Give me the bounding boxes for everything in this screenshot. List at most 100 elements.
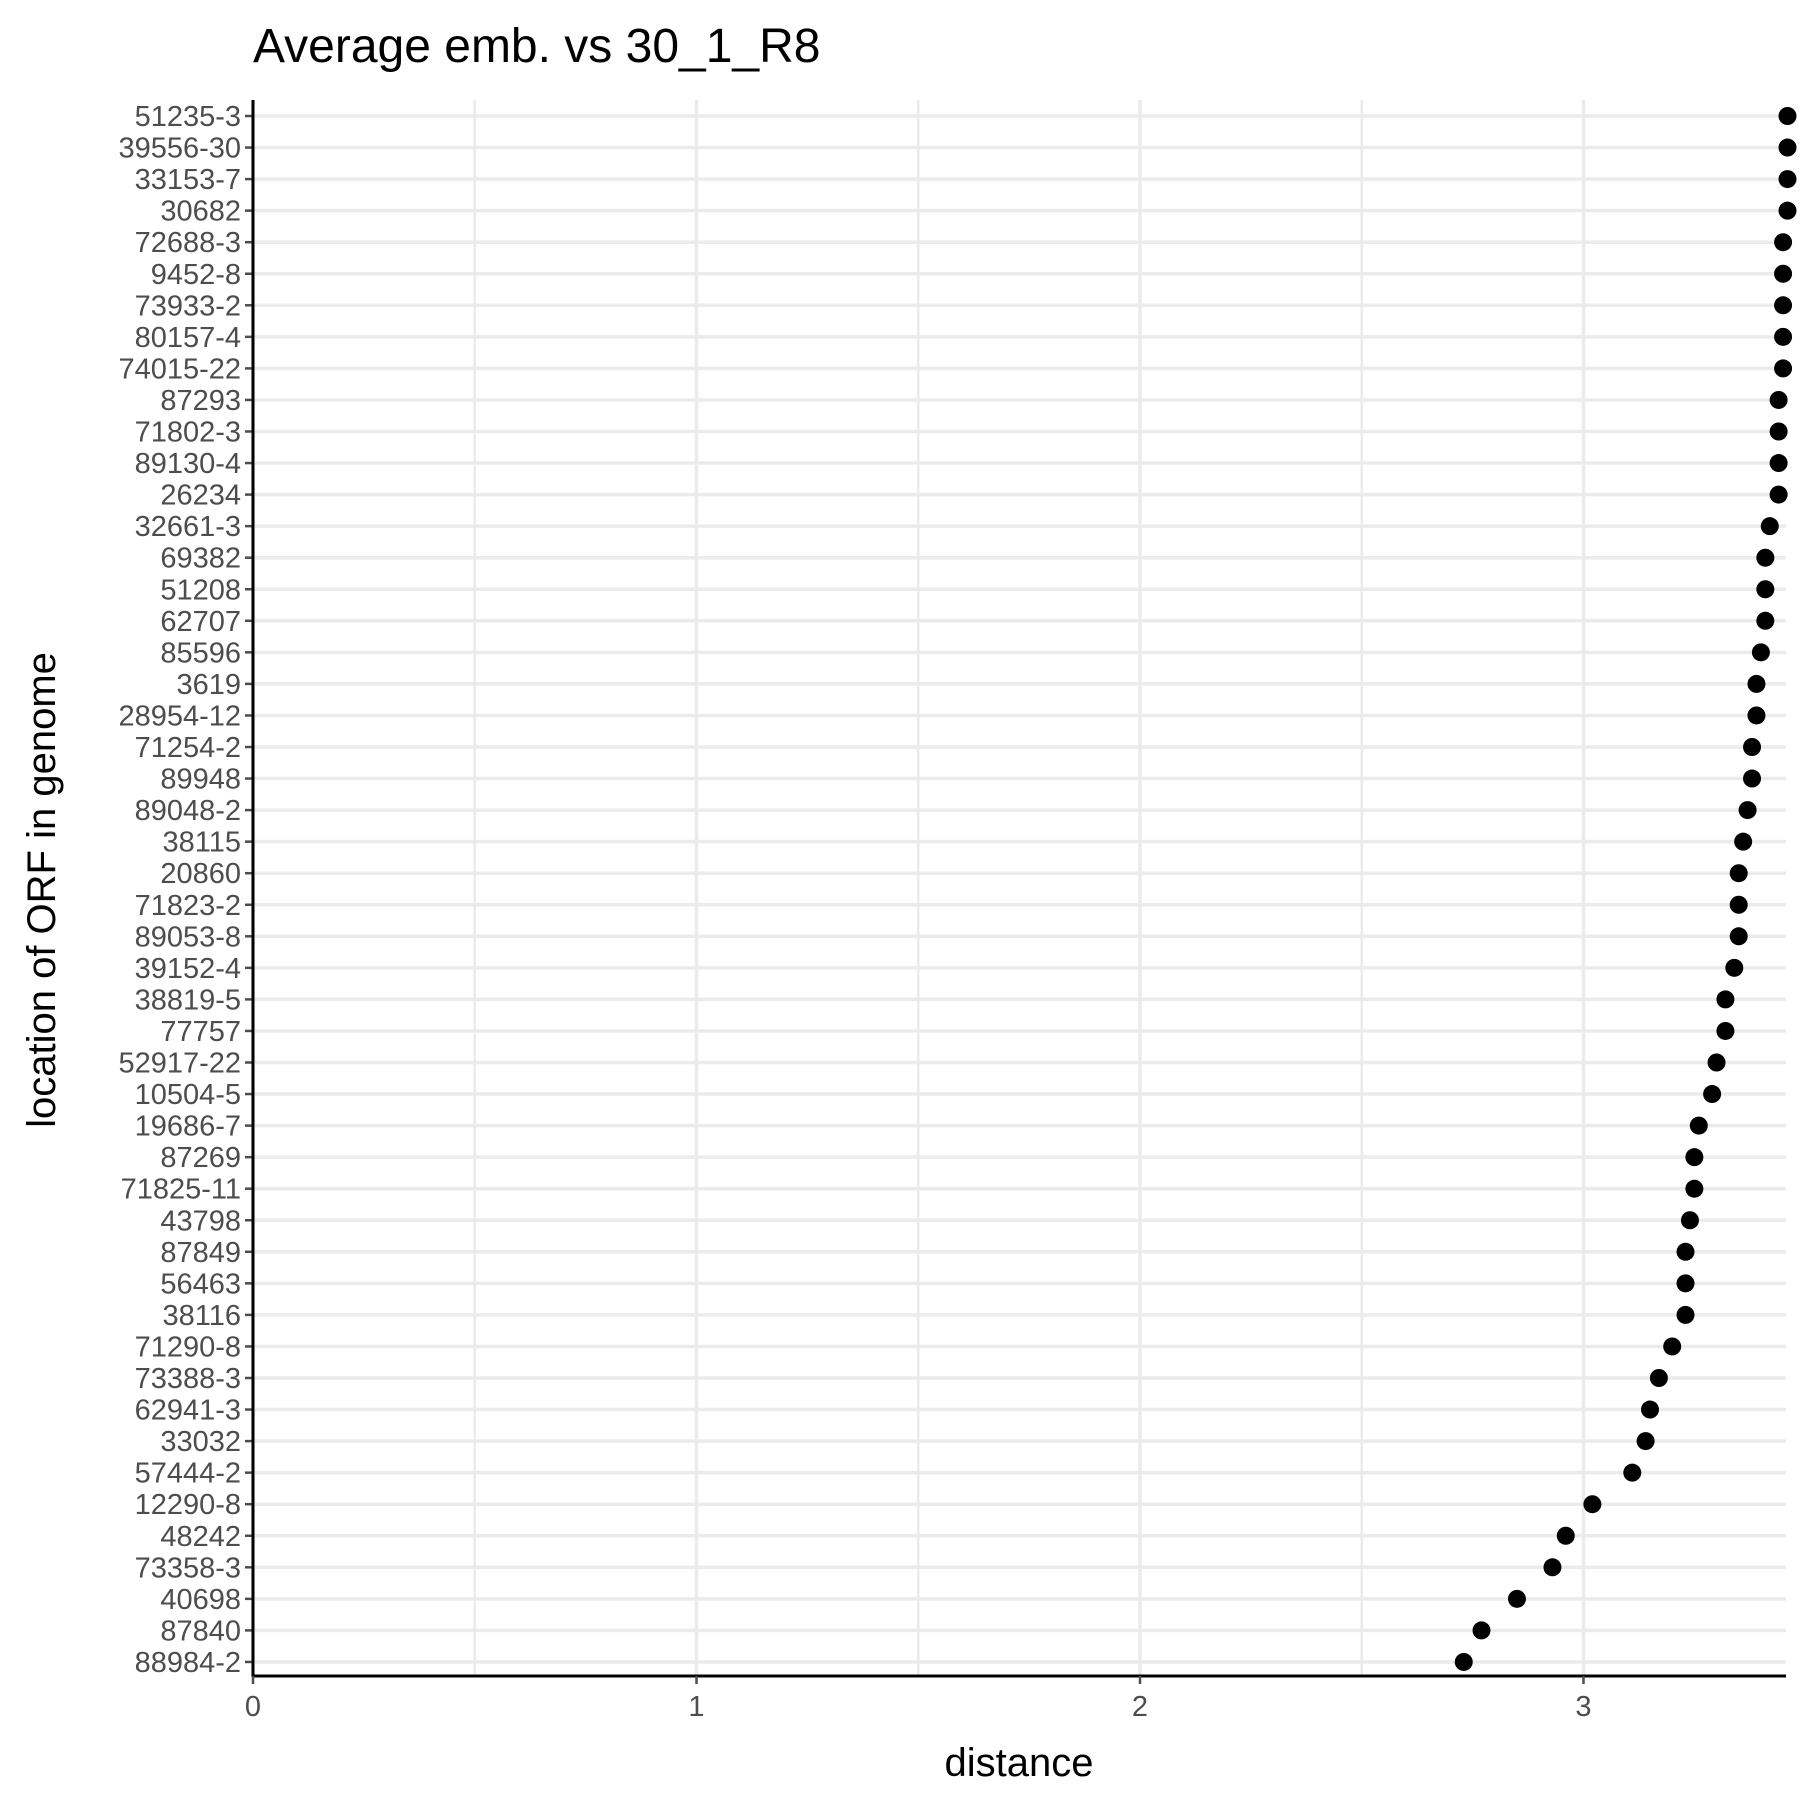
data-point: [1743, 738, 1762, 756]
y-tick-label: 51235-3: [135, 101, 241, 133]
data-point: [1729, 927, 1748, 946]
data-point: [1769, 485, 1788, 504]
data-point: [1774, 233, 1793, 252]
data-point: [1689, 1116, 1708, 1135]
data-point: [1641, 1400, 1660, 1419]
data-point: [1636, 1432, 1655, 1451]
data-point: [1716, 1021, 1735, 1040]
data-point: [1774, 327, 1793, 346]
y-tick-label: 38115: [163, 827, 242, 859]
y-tick-label: 9452-8: [151, 259, 241, 291]
y-tick-label: 52917-22: [118, 1048, 241, 1080]
y-tick-label: 39556-30: [118, 133, 241, 165]
data-point: [1716, 990, 1735, 1009]
data-point: [1774, 264, 1793, 283]
y-tick-label: 89048-2: [135, 795, 241, 827]
y-tick-label: 56463: [160, 1268, 241, 1300]
y-tick-label: 71802-3: [135, 417, 241, 449]
y-tick-label: 85596: [160, 637, 241, 669]
y-tick-label: 89948: [160, 764, 241, 796]
y-tick-label: 88984-2: [135, 1647, 241, 1679]
data-point: [1778, 170, 1797, 189]
y-tick-label: 48242: [160, 1521, 241, 1553]
y-tick-label: 89130-4: [135, 448, 241, 480]
y-tick-label: 62941-3: [135, 1395, 241, 1427]
axes: [245, 100, 1786, 1684]
y-tick-label: 40698: [160, 1584, 241, 1616]
data-points: [1454, 107, 1797, 1671]
y-tick-label: 19686-7: [135, 1111, 241, 1143]
data-point: [1747, 674, 1766, 693]
y-tick-label: 10504-5: [135, 1079, 241, 1111]
data-point: [1778, 201, 1797, 220]
data-point: [1738, 801, 1757, 820]
y-tick-label: 71254-2: [135, 732, 241, 764]
chart-title: Average emb. vs 30_1_R8: [253, 20, 820, 73]
y-tick-labels: 51235-339556-3033153-73068272688-39452-8…: [118, 101, 241, 1679]
data-point: [1685, 1148, 1704, 1167]
data-point: [1472, 1621, 1491, 1640]
data-point: [1707, 1053, 1726, 1072]
y-tick-label: 39152-4: [135, 953, 241, 985]
data-point: [1769, 454, 1788, 473]
y-tick-label: 38819-5: [135, 984, 241, 1016]
data-point: [1734, 832, 1753, 851]
y-tick-label: 30682: [160, 196, 241, 228]
data-point: [1729, 864, 1748, 883]
y-tick-label: 87849: [160, 1237, 241, 1269]
data-point: [1769, 422, 1788, 441]
y-tick-label: 87840: [160, 1615, 241, 1647]
data-point: [1747, 706, 1766, 725]
data-point: [1583, 1495, 1602, 1514]
y-tick-label: 43798: [160, 1205, 241, 1237]
data-point: [1685, 1179, 1704, 1198]
data-point: [1680, 1211, 1699, 1230]
y-tick-label: 71290-8: [135, 1331, 241, 1363]
y-tick-label: 62707: [160, 606, 241, 638]
data-point: [1751, 643, 1770, 662]
x-tick-label: 3: [1575, 1691, 1591, 1723]
y-tick-label: 73933-2: [135, 290, 241, 322]
y-tick-label: 87269: [160, 1142, 241, 1174]
data-point: [1556, 1526, 1575, 1545]
y-tick-label: 57444-2: [135, 1458, 241, 1490]
data-point: [1778, 107, 1797, 125]
y-tick-label: 32661-3: [135, 511, 241, 543]
x-tick-label: 2: [1132, 1691, 1148, 1723]
x-tick-label: 0: [245, 1691, 261, 1723]
y-tick-label: 51208: [160, 574, 241, 606]
y-tick-label: 71823-2: [135, 890, 241, 922]
data-point: [1743, 769, 1762, 788]
data-point: [1756, 580, 1775, 599]
y-tick-label: 80157-4: [135, 322, 241, 354]
data-point: [1676, 1242, 1695, 1261]
y-tick-label: 26234: [160, 480, 241, 512]
x-axis-title: distance: [945, 1741, 1094, 1785]
data-point: [1756, 611, 1775, 630]
y-tick-label: 87293: [160, 385, 241, 417]
y-tick-label: 33153-7: [135, 164, 241, 196]
data-point: [1769, 390, 1788, 409]
y-axis-title: location of ORF in genome: [20, 652, 64, 1128]
data-point: [1663, 1337, 1682, 1356]
data-point: [1774, 296, 1793, 315]
y-tick-label: 72688-3: [135, 227, 241, 259]
data-point: [1729, 895, 1748, 914]
data-point: [1703, 1085, 1722, 1104]
data-point: [1756, 548, 1775, 567]
data-point: [1623, 1463, 1642, 1482]
y-tick-label: 71825-11: [121, 1174, 241, 1206]
y-tick-label: 38116: [163, 1300, 242, 1332]
grid-lines: [251, 100, 1786, 1676]
y-tick-label: 73358-3: [135, 1552, 241, 1584]
data-point: [1543, 1558, 1562, 1577]
data-point: [1649, 1369, 1668, 1387]
y-tick-label: 12290-8: [135, 1489, 241, 1521]
data-point: [1676, 1274, 1695, 1293]
data-point: [1507, 1589, 1526, 1608]
data-point: [1760, 517, 1779, 536]
x-tick-label: 1: [688, 1691, 704, 1723]
data-point: [1774, 359, 1793, 378]
y-tick-label: 28954-12: [118, 700, 241, 732]
